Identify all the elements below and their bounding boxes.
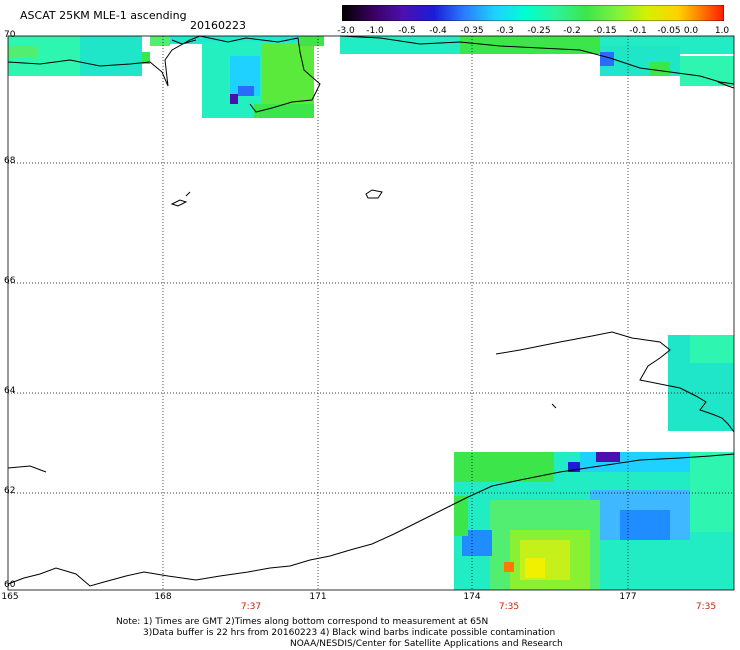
- colorbar-label: -0.1: [629, 26, 647, 36]
- colorbar-label: -0.15: [593, 26, 617, 36]
- colorbar-label: -0.35: [460, 26, 484, 36]
- footer-credit: NOAA/NESDIS/Center for Satellite Applica…: [290, 639, 563, 649]
- colorbar-label: -1.0: [366, 26, 384, 36]
- colorbar-label: -0.05: [657, 26, 681, 36]
- graticule: [8, 36, 734, 590]
- colorbar-label: -3.0: [337, 26, 355, 36]
- colorbar-label: -0.3: [496, 26, 514, 36]
- colorbar-label: 1.0: [714, 26, 730, 36]
- colorbar-label: -0.25: [527, 26, 551, 36]
- wind-swath-north-central: [202, 36, 324, 118]
- time-label: 7:37: [240, 602, 262, 612]
- map-panel: [7, 35, 735, 591]
- map-date: 20160223: [190, 19, 246, 32]
- wind-swath-southeast: [454, 452, 734, 590]
- lon-label: 174: [463, 592, 481, 602]
- map-title: ASCAT 25KM MLE-1 ascending: [20, 9, 187, 22]
- lon-label: 165: [1, 592, 19, 602]
- wind-swath-east: [668, 335, 734, 431]
- colorbar-label: 0.0: [683, 26, 699, 36]
- lat-label: 68: [4, 156, 16, 166]
- colorbar-label: -0.5: [398, 26, 416, 36]
- time-label: 7:35: [498, 602, 520, 612]
- colorbar: [342, 5, 724, 21]
- lon-label: 177: [619, 592, 637, 602]
- footer-note-1: Note: 1) Times are GMT 2)Times along bot…: [116, 617, 489, 627]
- wind-swath-northeast: [340, 36, 734, 86]
- footer-note-2: 3)Data buffer is 22 hrs from 20160223 4)…: [143, 628, 556, 638]
- time-label: 7:35: [695, 602, 717, 612]
- map-frame: [7, 35, 735, 591]
- lat-label: 62: [4, 486, 16, 496]
- lat-label: 70: [4, 30, 16, 40]
- coastlines: [7, 35, 735, 587]
- wind-swath-northwest: [8, 36, 320, 76]
- colorbar-label: -0.2: [563, 26, 581, 36]
- colorbar-label: -0.4: [429, 26, 447, 36]
- lon-label: 171: [309, 592, 327, 602]
- lon-label: 168: [154, 592, 172, 602]
- colorbar-labels: -3.0 -1.0 -0.5 -0.4 -0.35 -0.3 -0.25 -0.…: [336, 26, 736, 38]
- lat-label: 64: [4, 386, 16, 396]
- lat-label: 66: [4, 276, 16, 286]
- lat-label: 60: [4, 580, 16, 590]
